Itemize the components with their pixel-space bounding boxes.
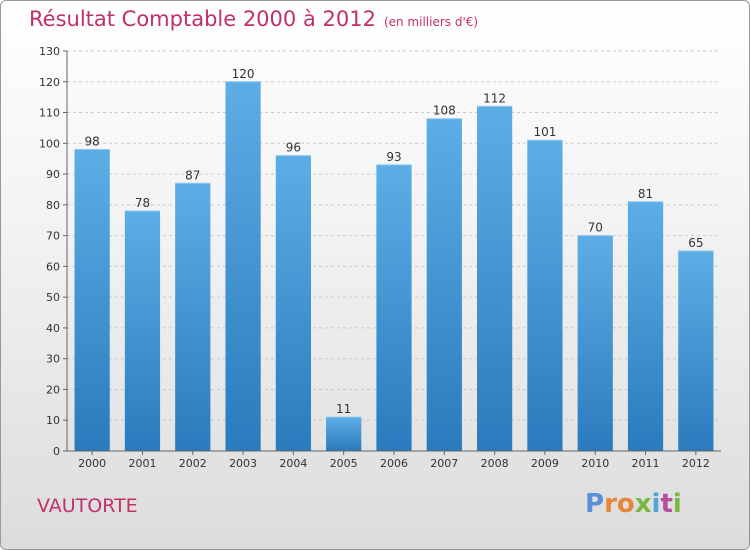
- x-tick-label: 2002: [179, 457, 207, 470]
- bar: [74, 149, 110, 451]
- data-label: 93: [386, 150, 401, 164]
- chart-title-text: Résultat Comptable 2000 à 2012: [29, 7, 376, 31]
- data-label: 98: [85, 134, 100, 148]
- bar: [426, 118, 462, 451]
- x-tick-label: 2010: [581, 457, 609, 470]
- logo-letter: r: [604, 489, 617, 519]
- data-label: 96: [286, 141, 301, 155]
- y-tick-label: 110: [39, 107, 60, 120]
- data-label: 108: [433, 104, 456, 118]
- y-tick-label: 30: [46, 353, 60, 366]
- bar: [124, 211, 161, 451]
- logo-letter: o: [616, 489, 635, 519]
- bar: [527, 140, 563, 451]
- bar: [225, 81, 261, 452]
- y-tick-label: 60: [46, 260, 60, 273]
- data-label: 81: [638, 187, 653, 201]
- bar: [627, 201, 664, 451]
- bar: [577, 235, 613, 451]
- data-label: 78: [135, 196, 150, 210]
- data-label: 65: [688, 236, 703, 250]
- bar: [275, 155, 311, 451]
- y-tick-label: 50: [46, 291, 60, 304]
- x-tick-label: 2005: [330, 457, 358, 470]
- data-label: 11: [336, 402, 351, 416]
- y-tick-label: 70: [46, 230, 60, 243]
- bar: [175, 183, 211, 452]
- bar: [477, 106, 513, 451]
- y-tick-label: 130: [39, 45, 60, 58]
- bar: [376, 164, 412, 451]
- bar: [326, 417, 362, 451]
- y-tick-label: 100: [39, 137, 60, 150]
- logo-letter: x: [634, 489, 652, 519]
- data-label: 101: [533, 125, 556, 139]
- bar: [678, 251, 714, 451]
- y-tick-label: 40: [46, 322, 60, 335]
- y-tick-label: 20: [46, 383, 60, 396]
- x-tick-label: 2012: [682, 457, 710, 470]
- x-tick-label: 2008: [481, 457, 509, 470]
- x-tick-label: 2000: [78, 457, 106, 470]
- proxiti-logo: Proxiti: [585, 489, 682, 519]
- location-name: VAUTORTE: [37, 495, 138, 517]
- y-tick-label: 10: [46, 414, 60, 427]
- x-tick-label: 2001: [128, 457, 156, 470]
- logo-letter: i: [672, 489, 682, 519]
- chart-subtitle: (en milliers d'€): [383, 15, 479, 29]
- y-tick-label: 80: [46, 199, 60, 212]
- y-tick-label: 90: [46, 168, 60, 181]
- data-label: 112: [483, 91, 506, 105]
- x-tick-label: 2009: [531, 457, 559, 470]
- y-tick-label: 0: [53, 445, 60, 458]
- x-tick-label: 2004: [279, 457, 307, 470]
- logo-letter: t: [660, 489, 673, 519]
- data-label: 87: [185, 168, 200, 182]
- data-label: 70: [588, 221, 603, 235]
- x-tick-label: 2003: [229, 457, 257, 470]
- x-tick-label: 2011: [632, 457, 660, 470]
- logo-letter: i: [651, 489, 661, 519]
- x-tick-label: 2006: [380, 457, 408, 470]
- chart-title: Résultat Comptable 2000 à 2012 (en millie…: [29, 7, 478, 31]
- logo-letter: P: [585, 489, 605, 519]
- x-tick-label: 2007: [430, 457, 458, 470]
- y-tick-label: 120: [39, 76, 60, 89]
- data-label: 120: [232, 67, 255, 81]
